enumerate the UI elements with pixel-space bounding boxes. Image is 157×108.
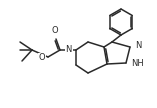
Text: O: O (52, 26, 58, 35)
Text: N: N (135, 41, 141, 51)
Text: O: O (38, 53, 45, 63)
Text: N: N (66, 44, 72, 53)
Text: NH: NH (131, 60, 144, 68)
